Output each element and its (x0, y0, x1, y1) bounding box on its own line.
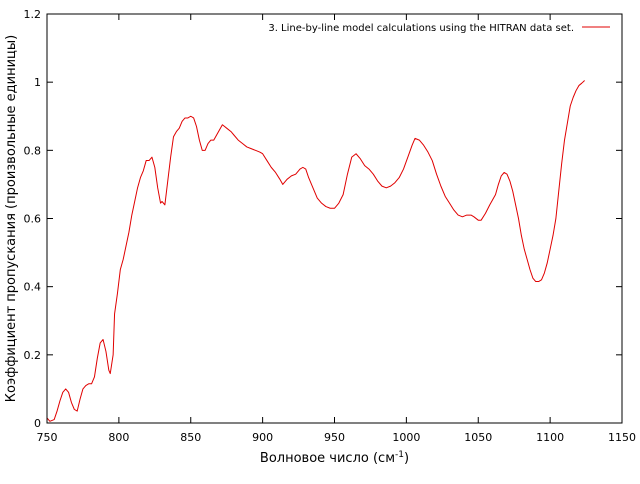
x-axis-label-superscript: -1 (395, 450, 404, 460)
y-tick-label: 0.2 (24, 349, 42, 362)
x-tick-label: 1000 (392, 431, 420, 444)
x-tick-label: 800 (108, 431, 129, 444)
x-tick-label: 950 (324, 431, 345, 444)
y-tick-label: 0 (34, 417, 41, 430)
x-tick-label: 1100 (536, 431, 564, 444)
y-tick-label: 0.4 (24, 281, 42, 294)
series-line (46, 80, 585, 422)
y-tick-label: 1.2 (24, 8, 42, 21)
x-tick-label: 750 (37, 431, 58, 444)
x-tick-label: 900 (252, 431, 273, 444)
x-tick-label: 1050 (464, 431, 492, 444)
series-layer (46, 80, 585, 422)
y-axis-label: Коэффициент пропускания (произвольные ед… (4, 35, 19, 402)
ticks-layer: 750 800 850 900 950 1000 1050 1100 1150 0 0.2 0.4 0.… (24, 8, 637, 444)
y-tick-label: 0.8 (24, 144, 42, 157)
y-tick-label: 1 (34, 76, 41, 89)
y-tick-label: 0.6 (24, 213, 42, 226)
plot-frame (46, 13, 623, 424)
legend-label: 3. Line-by-line model calculations using… (268, 23, 574, 34)
legend: 3. Line-by-line model calculations using… (268, 23, 610, 34)
x-tick-label: 1150 (608, 431, 636, 444)
x-axis-label-main: Волновое число (см (260, 451, 395, 466)
x-axis-label: Волновое число (см-1) (260, 450, 409, 466)
x-axis-label-suffix: ) (404, 451, 409, 466)
x-tick-label: 850 (180, 431, 201, 444)
